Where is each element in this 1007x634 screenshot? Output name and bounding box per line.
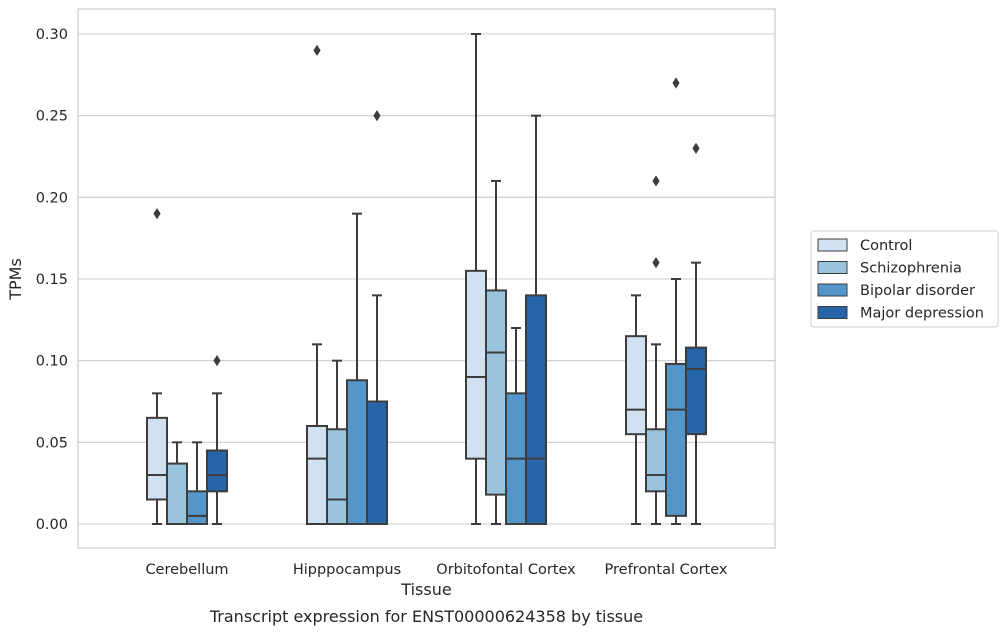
box-major-depression <box>206 355 228 525</box>
box-bipolar-disorder <box>505 327 527 526</box>
x-tick-label: Cerebellum <box>145 562 228 578</box>
legend-label: Schizophrenia <box>860 261 962 277</box>
x-tick-label: Orbitofontal Cortex <box>436 562 576 578</box>
box-body <box>525 294 547 526</box>
outlier-point <box>652 175 660 187</box>
box-body <box>146 416 168 501</box>
y-tick-label: 0.30 <box>36 27 68 43</box>
box-bipolar-disorder <box>346 212 368 525</box>
box-body <box>366 400 388 525</box>
legend-label: Bipolar disorder <box>860 283 975 299</box>
box-control <box>146 208 168 525</box>
box-control <box>465 33 487 525</box>
outlier-point <box>153 208 161 220</box>
box-schizophrenia <box>485 180 507 525</box>
box-schizophrenia <box>166 441 188 526</box>
outlier-point <box>672 77 680 89</box>
legend-label: Control <box>860 238 912 254</box>
y-tick-labels: 0.00 0.05 0.10 0.15 0.20 0.25 0.30 <box>36 27 68 533</box>
box-body <box>665 362 687 517</box>
box-major-depression <box>366 110 388 525</box>
box-bipolar-disorder <box>186 441 208 526</box>
outlier-point <box>213 355 221 367</box>
legend-swatch <box>817 261 848 274</box>
box-body <box>685 346 707 436</box>
box-body <box>465 269 487 460</box>
box-body <box>326 428 348 525</box>
outlier-point <box>313 44 321 56</box>
box-body <box>645 428 667 493</box>
y-tick-label: 0.05 <box>36 435 68 451</box>
outlier-point <box>373 110 381 122</box>
outlier-point <box>652 257 660 269</box>
y-tick-label: 0.15 <box>36 272 68 288</box>
legend-label: Major depression <box>860 306 984 322</box>
chart-caption: Transcript expression for ENST0000062435… <box>209 607 643 626</box>
y-tick-label: 0.20 <box>36 190 68 206</box>
y-tick-label: 0.25 <box>36 109 68 125</box>
x-tick-labels: Cerebellum Hipppocampus Orbitofontal Corte… <box>145 562 727 578</box>
box-schizophrenia <box>326 359 348 525</box>
legend-swatch <box>817 306 848 319</box>
y-tick-label: 0.00 <box>36 517 68 533</box>
legend-swatch <box>817 238 848 252</box>
box-body <box>206 449 228 493</box>
boxes <box>146 33 707 526</box>
x-tick-label: Hipppocampus <box>293 562 401 578</box>
box-bipolar-disorder <box>665 77 687 525</box>
box-body <box>186 490 208 526</box>
box-control <box>625 294 647 525</box>
x-axis-title: Tissue <box>400 580 451 599</box>
box-control <box>306 44 328 525</box>
box-body <box>625 335 647 436</box>
y-axis-title: TPMs <box>6 258 25 301</box>
box-body <box>485 289 507 496</box>
box-body <box>346 379 368 525</box>
y-tick-label: 0.10 <box>36 354 68 370</box>
box-major-depression <box>525 114 547 526</box>
outlier-point <box>692 142 700 154</box>
box-body <box>166 462 188 526</box>
box-body <box>306 425 328 525</box>
x-tick-label: Prefrontal Cortex <box>605 562 728 578</box>
legend-frame <box>810 230 999 328</box>
box-schizophrenia <box>645 175 667 525</box>
box-major-depression <box>685 142 707 525</box>
plot-frame <box>77 8 776 549</box>
legend-swatch <box>817 283 848 297</box>
legend: Control Schizophrenia Bipolar disorder Majo… <box>810 230 999 328</box>
